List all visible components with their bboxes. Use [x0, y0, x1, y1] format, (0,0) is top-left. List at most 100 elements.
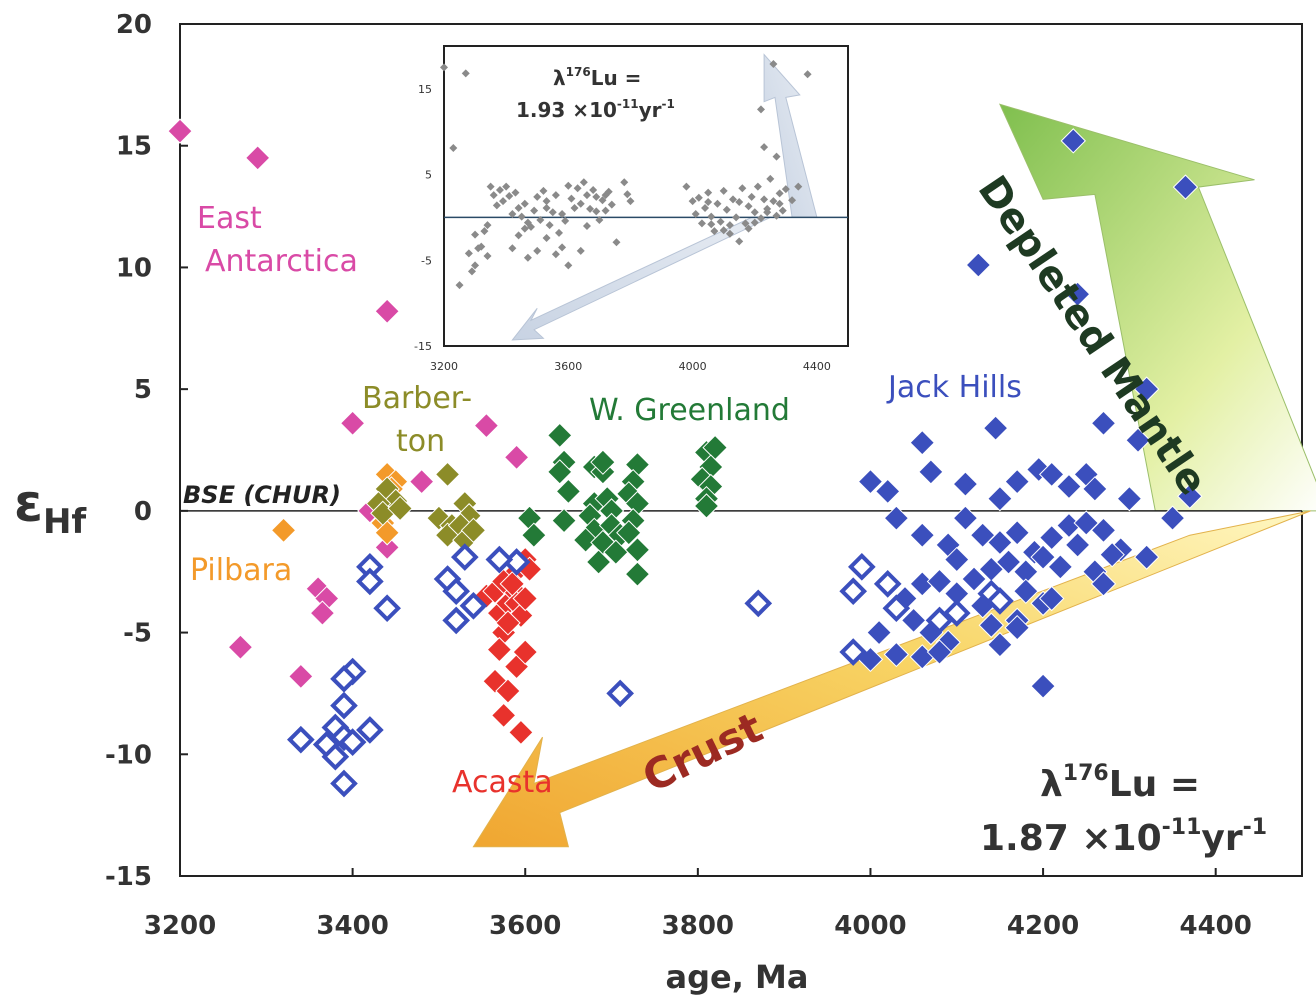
- inset-point: [626, 197, 635, 206]
- acasta-point: [495, 610, 521, 636]
- inset-point: [558, 210, 567, 218]
- inset-point: [750, 208, 759, 217]
- inset-point: [741, 219, 750, 228]
- jack-hills-point: [883, 641, 910, 668]
- jack-hills-point: [900, 607, 927, 634]
- jack-hills-point: [1039, 585, 1065, 612]
- inset-point: [595, 216, 604, 224]
- inset-point: [573, 184, 582, 193]
- inset-point: [704, 198, 713, 206]
- w-greenland-point: [555, 478, 582, 505]
- inset-point: [592, 192, 601, 201]
- barberton-point: [387, 495, 413, 522]
- inset-point: [756, 105, 765, 114]
- inset-point: [570, 204, 579, 212]
- jack-hills-point: [987, 485, 1013, 512]
- jack-hills-point: [1133, 376, 1160, 402]
- inset-point: [548, 208, 557, 217]
- inset-point: [539, 186, 548, 195]
- inset-point: [523, 253, 532, 262]
- barberton-point: [434, 461, 461, 488]
- open-diamond-point: [442, 577, 471, 606]
- inset-point: [788, 196, 797, 205]
- inset-point: [750, 218, 759, 227]
- inset-point: [545, 221, 554, 230]
- group-label-east-antarctica: East: [197, 201, 262, 236]
- jack-hills-point: [1133, 544, 1160, 570]
- jack-hills-point: [1125, 427, 1151, 453]
- jack-hills-point: [909, 522, 935, 548]
- y-tick-label: 10: [116, 253, 152, 283]
- inset-point: [803, 70, 812, 79]
- inset-point: [467, 267, 476, 276]
- inset-point: [601, 206, 610, 215]
- jack-hills-point: [1004, 468, 1030, 495]
- group-label-acasta: Acasta: [452, 765, 553, 800]
- jack-hills-point: [918, 459, 944, 485]
- inset-point: [592, 207, 601, 216]
- inset-point: [775, 199, 784, 208]
- crust-arrow: [472, 510, 1311, 848]
- inset-point: [612, 238, 621, 247]
- open-diamond-point: [287, 725, 315, 754]
- jack-hills-point: [987, 632, 1013, 658]
- inset-point: [582, 222, 591, 230]
- jack-hills-point: [944, 546, 970, 573]
- inset-point: [769, 197, 778, 206]
- jack-hills-point: [1064, 532, 1091, 558]
- jack-hills-point: [987, 529, 1013, 556]
- inset-point: [704, 188, 713, 197]
- main-axes: 3200 3400 3600 3800 4000 4200 4400 20 15 10 5 0 -5 -1…: [14, 10, 1302, 996]
- lambda-annotation-line2: 1.87 ×10-11yr-1: [980, 815, 1267, 859]
- inset-point: [716, 217, 725, 226]
- inset-point: [483, 252, 492, 260]
- inset-point: [760, 195, 769, 204]
- inset-point: [480, 227, 489, 236]
- jack-hills-point: [1030, 673, 1056, 699]
- x-tick-label: 3800: [662, 911, 734, 941]
- w-greenland-point: [616, 520, 642, 546]
- group-label-pilbara: Pilbara: [190, 553, 292, 588]
- inset-point: [477, 242, 486, 251]
- inset-y-tick-label: 5: [425, 169, 432, 182]
- inset-point: [527, 222, 536, 231]
- inset-title-line1: λ176Lu =: [553, 65, 641, 90]
- y-tick-label: 5: [134, 375, 152, 405]
- inset-point: [769, 60, 778, 68]
- east-antarctica-point: [244, 145, 271, 171]
- east-antarctica-point: [503, 444, 530, 471]
- inset-point: [766, 174, 775, 183]
- inset-point: [542, 197, 551, 206]
- inset-point: [707, 212, 716, 221]
- inset-x-tick-label: 4400: [803, 360, 831, 373]
- w-greenland-point: [585, 549, 612, 575]
- y-tick-label: 15: [116, 132, 152, 162]
- inset-point: [623, 190, 632, 199]
- inset-point: [551, 250, 560, 259]
- inset-point: [554, 228, 563, 237]
- jack-hills-point: [857, 468, 884, 495]
- inset-x-tick-label: 3200: [430, 360, 458, 373]
- jack-hills-point: [875, 478, 901, 505]
- east-antarctica-point: [288, 663, 314, 690]
- acasta-point: [508, 719, 534, 746]
- inset-point: [486, 182, 495, 191]
- group-label-barberton: Barber-: [362, 381, 472, 416]
- inset-point: [747, 192, 756, 201]
- jack-hills-point: [883, 505, 910, 531]
- jack-hills-point: [1004, 520, 1030, 546]
- inset-point: [710, 227, 719, 236]
- inset-point: [464, 249, 473, 258]
- jack-hills-point: [1030, 544, 1056, 570]
- inset-point: [495, 186, 504, 194]
- jack-hills-point: [982, 415, 1009, 441]
- jack-hills-point: [1039, 461, 1065, 488]
- x-tick-label: 3200: [144, 911, 216, 941]
- east-antarctica-point: [374, 298, 400, 324]
- jack-hills-point: [1090, 410, 1117, 436]
- acasta-point: [490, 702, 517, 729]
- inset-x-tick-label: 3600: [554, 360, 582, 373]
- inset-title-line2: 1.93 ×10-11yr-1: [516, 97, 675, 122]
- open-diamond-point: [356, 567, 384, 596]
- w-greenland-point: [551, 507, 577, 534]
